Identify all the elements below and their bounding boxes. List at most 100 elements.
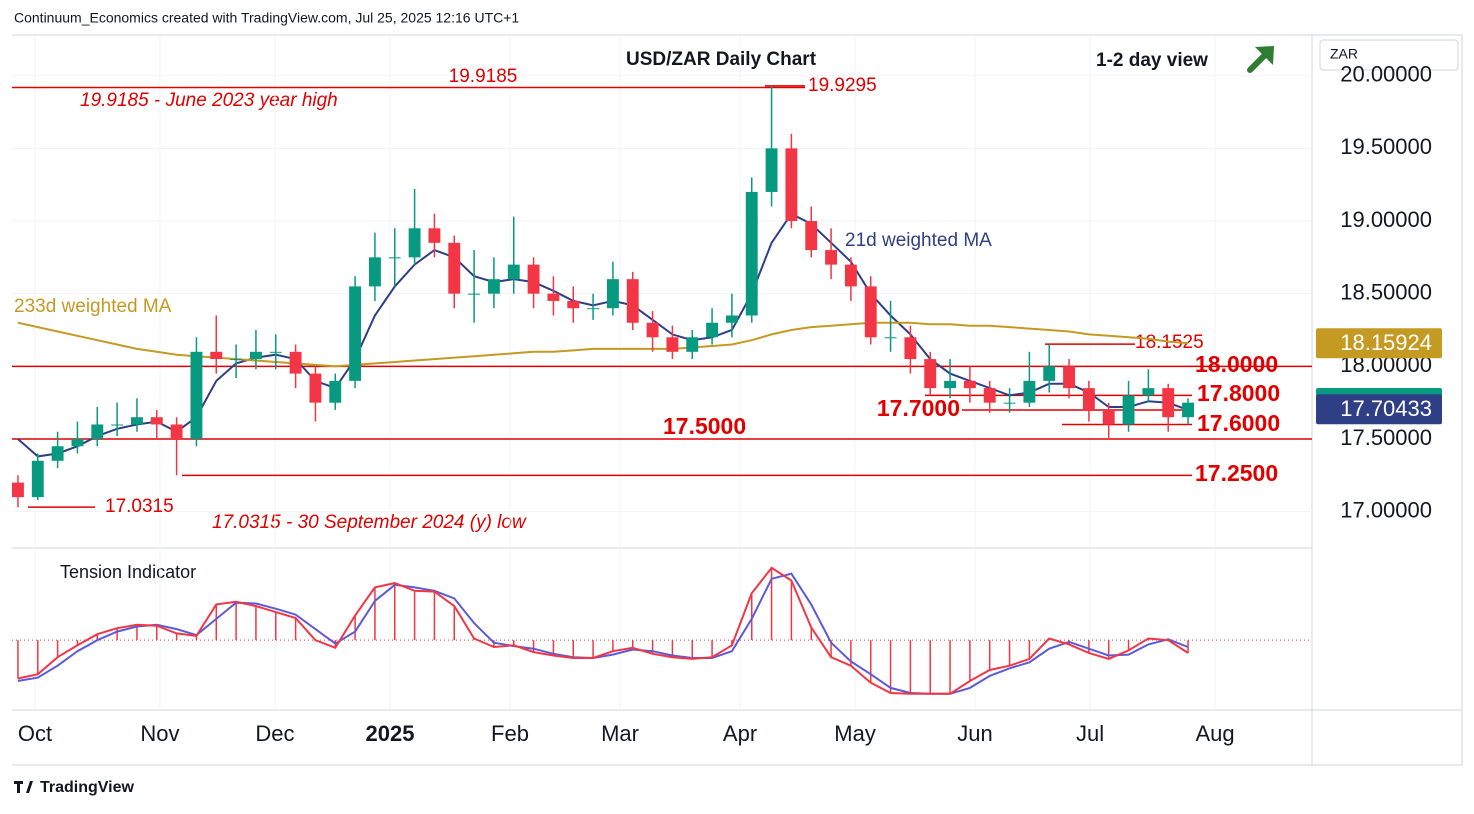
candle-body <box>31 460 44 498</box>
candle-body <box>468 293 481 295</box>
series-label: 21d weighted MA <box>845 230 992 251</box>
subtitle: 1-2 day view <box>1096 50 1208 71</box>
price-badge-label: 18.15924 <box>1340 330 1432 355</box>
candle-body <box>91 424 104 440</box>
header: Continuum_Economics created with Trading… <box>14 10 519 26</box>
level-label: 17.0315 <box>105 496 174 517</box>
x-tick-label: Nov <box>140 721 179 746</box>
candle-body <box>130 417 143 425</box>
candle-body <box>170 424 183 440</box>
candle-body <box>150 417 163 425</box>
candle-body <box>12 482 24 498</box>
candle-body <box>309 373 322 403</box>
candle-body <box>1003 402 1016 404</box>
price-badge <box>1316 394 1442 425</box>
candle-body <box>983 388 996 403</box>
candle-body <box>666 337 679 352</box>
x-tick-label: 2025 <box>366 721 415 746</box>
candle-body <box>329 380 342 403</box>
candle-body <box>289 351 302 374</box>
currency: ZAR <box>1330 46 1358 62</box>
candle-body <box>1082 388 1095 410</box>
x-tick-label: Oct <box>18 721 52 746</box>
x-tick-label: Aug <box>1195 721 1234 746</box>
y-tick-label: 20.00000 <box>1340 62 1432 87</box>
annotation: 17.0315 - 30 September 2024 (y) low <box>212 512 527 533</box>
level-label: 17.6000 <box>1197 410 1280 436</box>
x-tick-label: Dec <box>255 721 294 746</box>
candle-body <box>805 221 818 251</box>
footer: TradingView <box>40 779 135 796</box>
candle-body <box>249 351 262 360</box>
chart-title: USD/ZAR Daily Chart <box>626 49 817 70</box>
candle-body <box>745 191 758 316</box>
candle-body <box>1122 395 1135 425</box>
level-label: 17.7000 <box>877 395 960 421</box>
series-label: 233d weighted MA <box>14 296 172 317</box>
candle-body <box>765 148 778 192</box>
level-label: 17.8000 <box>1197 380 1280 406</box>
x-tick-label: Mar <box>601 721 639 746</box>
level-label: 17.5000 <box>663 413 746 439</box>
price-badge <box>1316 328 1442 359</box>
candle-body <box>904 337 917 360</box>
candle-body <box>71 439 84 447</box>
candle-body <box>646 322 659 338</box>
y-tick-label: 19.00000 <box>1340 207 1432 232</box>
x-tick-label: Jun <box>957 721 992 746</box>
candle-body <box>1023 380 1036 403</box>
level-label: 18.0000 <box>1195 351 1278 377</box>
tv-logo <box>14 781 33 793</box>
candle-body <box>210 351 223 360</box>
level-label: 19.9185 <box>449 66 518 87</box>
candle-body <box>944 380 957 389</box>
candle-body <box>507 264 520 280</box>
x-tick-label: May <box>834 721 876 746</box>
x-tick-label: Jul <box>1076 721 1104 746</box>
candle-body <box>547 293 560 301</box>
candle-body <box>1162 388 1175 418</box>
candle-body <box>587 308 600 310</box>
level-label: 17.2500 <box>1195 460 1278 486</box>
candle-body <box>111 424 124 426</box>
candle-body <box>1182 402 1194 418</box>
level-label: 19.9295 <box>808 75 877 96</box>
candle-body <box>448 242 461 294</box>
candle-body <box>349 286 362 381</box>
signal-line <box>17 572 1189 695</box>
candle-body <box>884 337 897 339</box>
candle-body <box>963 380 976 389</box>
candle-body <box>269 351 282 353</box>
candle-body <box>487 279 500 294</box>
candle-body <box>51 446 64 461</box>
candle-body <box>428 228 441 243</box>
y-tick-label: 18.50000 <box>1340 279 1432 304</box>
candle-body <box>924 359 937 389</box>
candle-body <box>1043 366 1056 381</box>
candle-body <box>567 300 580 309</box>
candle-body <box>1063 366 1076 389</box>
candle-body <box>190 351 203 440</box>
candle-body <box>864 286 877 338</box>
candle-body <box>1102 409 1115 425</box>
candle-body <box>785 148 798 222</box>
candle-body <box>706 322 719 338</box>
candle-body <box>230 359 243 361</box>
candle-body <box>626 279 639 323</box>
view-arrow <box>1247 46 1274 73</box>
candle-body <box>825 250 838 265</box>
y-tick-label: 19.50000 <box>1340 134 1432 159</box>
candle-body <box>844 264 857 287</box>
indicator-title: Tension Indicator <box>60 562 196 582</box>
candle-body <box>527 264 540 294</box>
candle-body <box>408 228 421 258</box>
price-badge-label: 17.70433 <box>1340 396 1432 421</box>
indicator-line <box>17 566 1189 695</box>
candle-body <box>368 257 381 287</box>
annotation: 19.9185 - June 2023 year high <box>80 90 338 111</box>
candle-body <box>686 337 699 352</box>
candle-body <box>1142 388 1155 396</box>
candle-body <box>388 257 401 259</box>
